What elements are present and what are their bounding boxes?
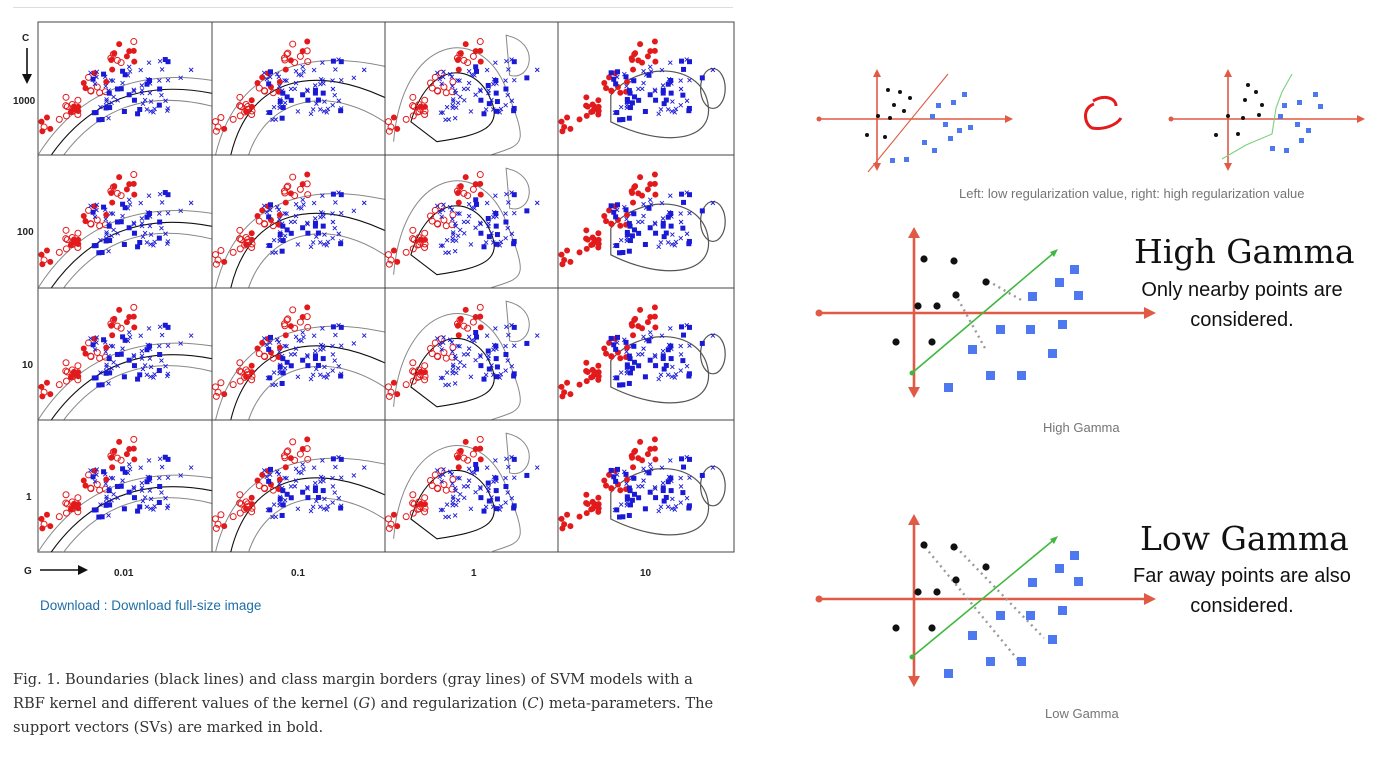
svm-panel: [384, 419, 559, 553]
high-gamma-caption: High Gamma: [1043, 420, 1120, 435]
col-label-10: 10: [640, 568, 652, 579]
svm-panel: [384, 287, 559, 421]
low-gamma-diagram: [815, 514, 1156, 687]
svm-panel: [37, 287, 213, 421]
svm-panel: [384, 21, 559, 156]
low-gamma-title: Low Gamma: [1140, 519, 1349, 558]
caption-part1: Fig. 1. Boundaries (black lines) and cla…: [13, 671, 693, 712]
c-axis-arrow: [22, 48, 32, 84]
caption-g: G: [358, 695, 371, 712]
regularization-caption: Left: low regularization value, right: h…: [959, 186, 1305, 201]
svm-panel: [557, 154, 735, 289]
top-divider: [13, 7, 733, 8]
g-axis-arrow: [40, 565, 88, 575]
high-regularization-plot: [1168, 69, 1365, 171]
caption-part2: ) and regularization (: [370, 695, 528, 712]
row-label-10: 10: [22, 360, 34, 371]
high-gamma-diagram: [815, 227, 1156, 398]
row-label-1: 1: [26, 492, 32, 503]
svm-panel: [37, 21, 213, 156]
svm-panel: [37, 154, 213, 289]
high-gamma-subtitle: Only nearby points are considered.: [1141, 279, 1343, 331]
col-label-001: 0.01: [114, 568, 134, 579]
svm-panel: [211, 287, 386, 421]
svm-panel: [557, 419, 735, 553]
svm-panel: [211, 419, 386, 553]
svm-panel: [384, 154, 559, 289]
svm-panel: [211, 154, 386, 289]
caption-c: C: [527, 695, 539, 712]
svm-grid-figure: C G 1000 100 10 1 0.01 0.1 1 10: [13, 21, 735, 579]
c-axis-label: C: [22, 33, 29, 44]
download-link[interactable]: Download : Download full-size image: [40, 598, 262, 613]
low-regularization-plot: [816, 69, 1013, 173]
high-gamma-title: High Gamma: [1134, 232, 1355, 271]
g-axis-label: G: [24, 566, 32, 577]
low-gamma-subtitle: Far away points are also considered.: [1133, 565, 1351, 617]
figure-caption: Fig. 1. Boundaries (black lines) and cla…: [13, 668, 728, 740]
svm-panel: [557, 287, 735, 421]
handwritten-curve-mark: [1084, 102, 1123, 130]
row-label-1000: 1000: [13, 96, 36, 107]
col-label-1: 1: [471, 568, 477, 579]
row-label-100: 100: [17, 227, 34, 238]
col-label-01: 0.1: [291, 568, 305, 579]
svm-panel: [557, 21, 735, 156]
low-gamma-caption: Low Gamma: [1045, 706, 1119, 721]
caption-part3: ) meta-parameters. The support vectors (…: [13, 695, 714, 736]
regularization-diagram: [816, 69, 1365, 173]
svm-panel: [211, 21, 386, 156]
svm-panel: [37, 419, 213, 553]
